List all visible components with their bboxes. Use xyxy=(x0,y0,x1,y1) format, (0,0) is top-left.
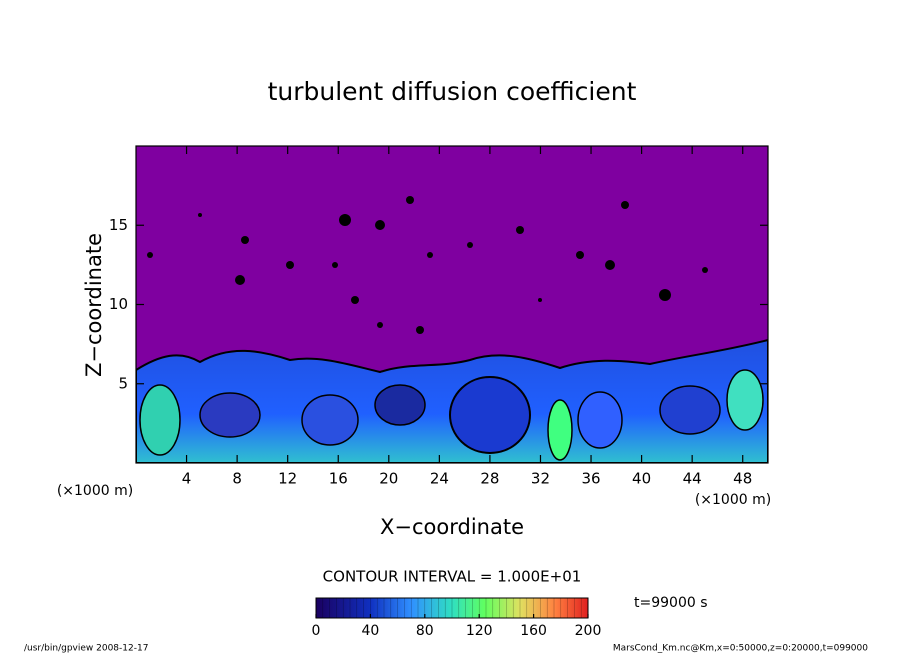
x-tick-label: 24 xyxy=(430,470,449,488)
chart-title: turbulent diffusion coefficient xyxy=(268,77,637,106)
contour-specks xyxy=(147,196,708,334)
colorbar-tick-label: 0 xyxy=(312,623,321,639)
y-unit: (×1000 m) xyxy=(57,483,133,499)
contour-field xyxy=(136,338,768,463)
x-tick-label: 12 xyxy=(278,470,297,488)
x-tick-label: 44 xyxy=(683,470,702,488)
x-axis-label: X−coordinate xyxy=(380,515,524,539)
colorbar-tick-label: 80 xyxy=(416,623,434,639)
colorbar-tick-label: 40 xyxy=(361,623,379,639)
x-tick-label: 8 xyxy=(232,470,242,488)
x-tick-label: 48 xyxy=(733,470,752,488)
footer-right: MarsCond_Km.nc@Km,x=0:50000,z=0:20000,t=… xyxy=(613,644,868,654)
x-tick-label: 32 xyxy=(531,470,550,488)
x-tick-label: 16 xyxy=(329,470,348,488)
y-tick-label: 15 xyxy=(109,216,128,234)
y-tick-label: 5 xyxy=(118,374,128,392)
footer-left: /usr/bin/gpview 2008-12-17 xyxy=(24,644,148,654)
x-tick-label: 40 xyxy=(632,470,651,488)
colorbar-tick-label: 200 xyxy=(575,623,602,639)
x-tick-label: 28 xyxy=(480,470,499,488)
x-tick-label: 36 xyxy=(581,470,600,488)
y-tick-label: 10 xyxy=(109,295,128,313)
x-tick-label: 20 xyxy=(379,470,398,488)
y-axis-label: Z−coordinate xyxy=(82,233,106,377)
contour-interval: CONTOUR INTERVAL = 1.000E+01 xyxy=(323,568,582,586)
x-tick-label: 4 xyxy=(182,470,192,488)
colorbar-tick-label: 120 xyxy=(466,623,493,639)
colorbar-tick-label: 160 xyxy=(520,623,547,639)
time-label: t=99000 s xyxy=(634,595,708,611)
x-unit: (×1000 m) xyxy=(695,492,771,508)
